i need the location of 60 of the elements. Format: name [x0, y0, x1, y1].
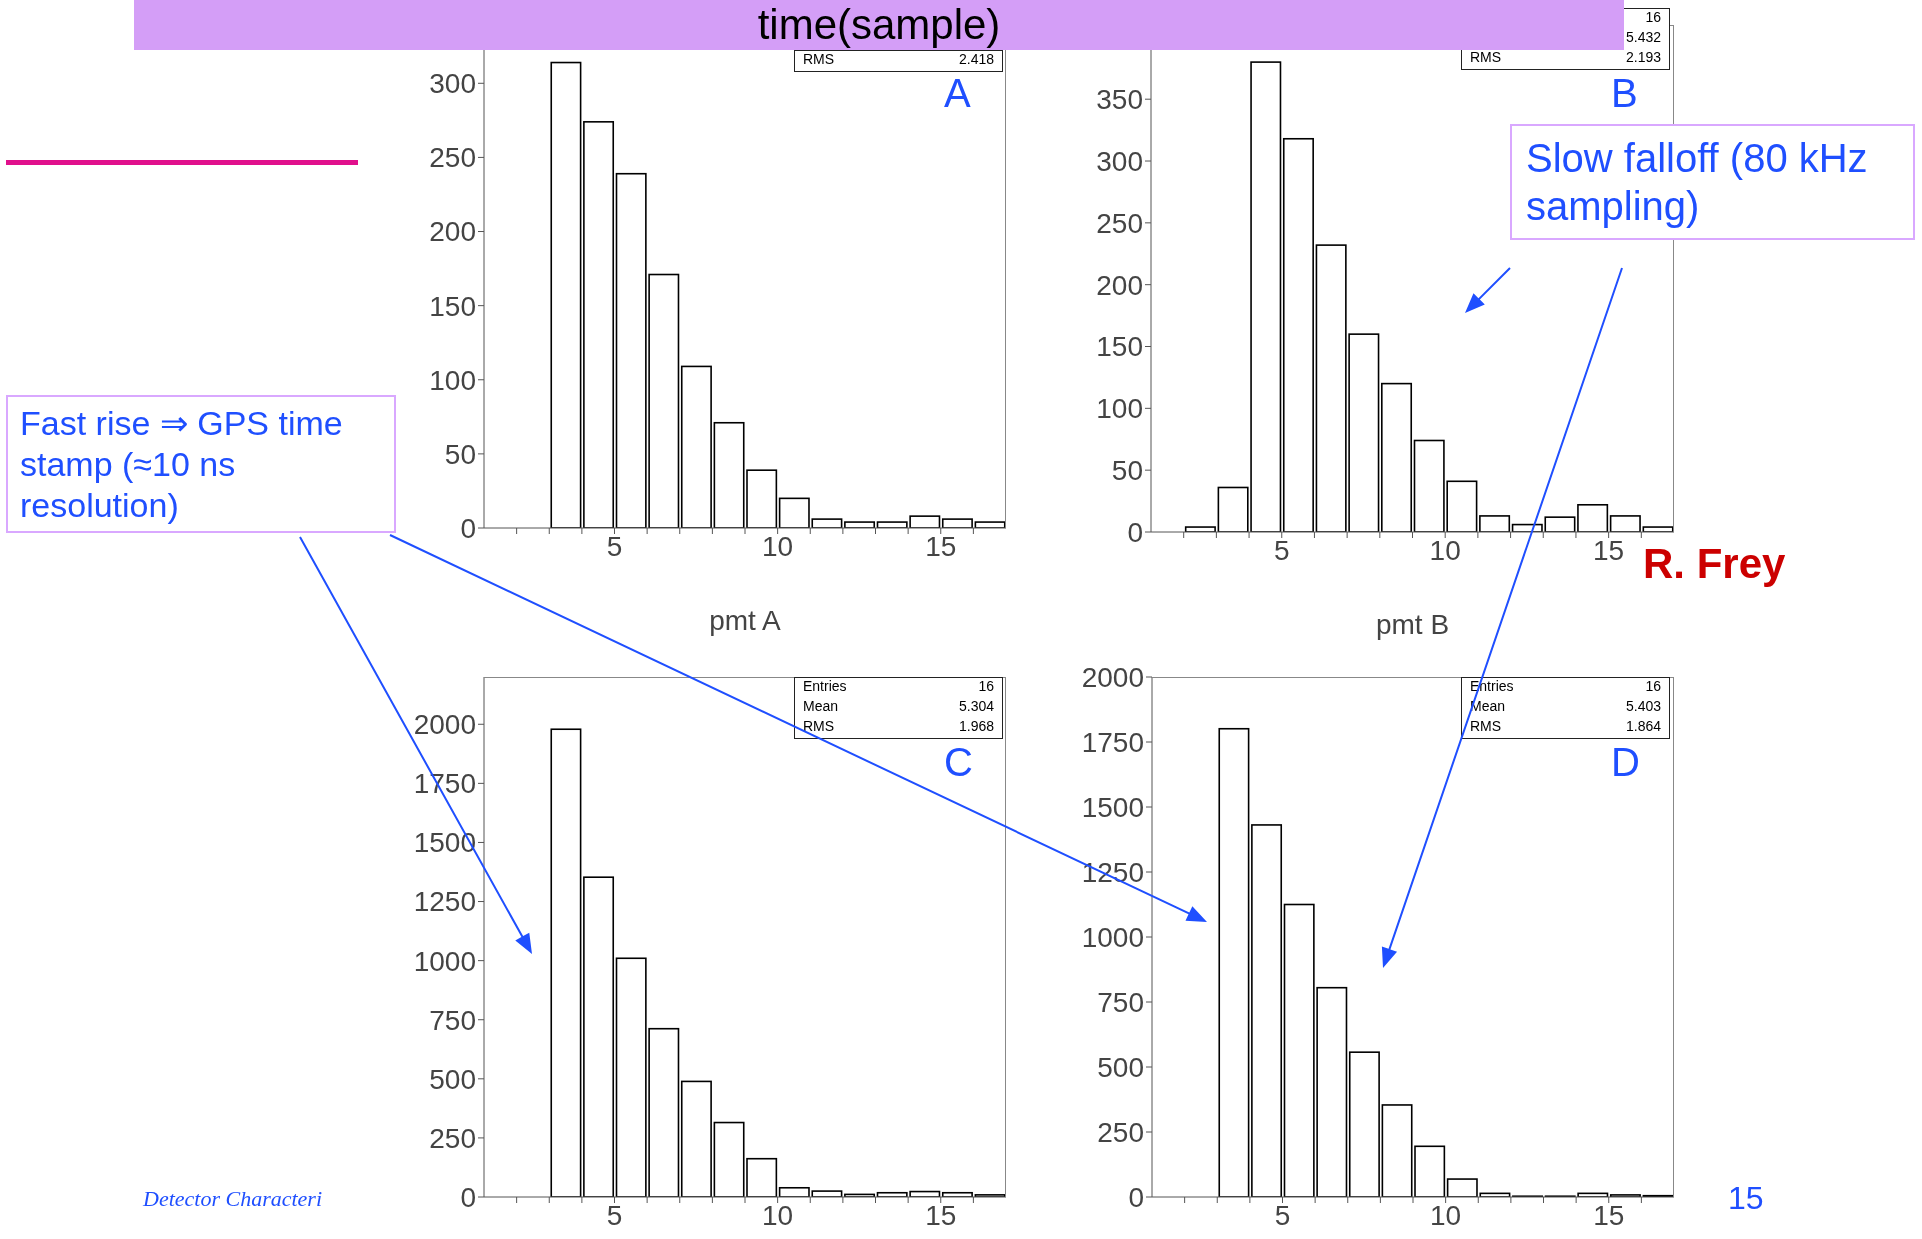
- y-tick-label: 500: [429, 1063, 476, 1095]
- y-tick-label: 350: [1096, 84, 1143, 116]
- x-tick-label: 10: [762, 1199, 794, 1231]
- y-tick-label: 500: [1097, 1051, 1144, 1083]
- x-tick-label: 15: [1593, 534, 1625, 566]
- y-tick-label: 1000: [1081, 921, 1144, 953]
- y-tick-label: 200: [429, 216, 476, 248]
- x-tick-label: 5: [606, 530, 623, 562]
- x-tick-label: 5: [1273, 534, 1290, 566]
- annotation: Slow falloff (80 kHz sampling): [1510, 124, 1915, 240]
- annotation: 16: [1645, 9, 1661, 27]
- y-tick-label: 300: [1096, 145, 1143, 177]
- y-tick-label: 750: [429, 1004, 476, 1036]
- y-tick-label: 1000: [413, 945, 476, 977]
- y-tick-label: 2000: [413, 709, 476, 741]
- y-tick-label: 2000: [1081, 661, 1144, 693]
- x-tick-label: 10: [1430, 1199, 1462, 1231]
- y-tick-label: 100: [429, 364, 476, 396]
- x-axis-title: pmt B: [1375, 609, 1450, 640]
- y-tick-label: 200: [1096, 269, 1143, 301]
- y-tick-label: 300: [429, 68, 476, 100]
- text: Detector Characteri: [143, 1186, 323, 1212]
- x-tick-label: 10: [762, 530, 794, 562]
- y-tick-label: 1500: [1081, 791, 1144, 823]
- x-tick-label: 15: [1593, 1199, 1625, 1231]
- y-tick-label: 250: [429, 142, 476, 174]
- text: RMS 1.864: [1470, 718, 1661, 734]
- y-tick-label: 750: [1097, 986, 1144, 1018]
- text: Entries 16: [803, 678, 994, 694]
- text: Fast rise ⇒ GPS time stamp (≈10 ns resolution): [6, 395, 396, 534]
- y-tick-label: 0: [460, 512, 476, 544]
- x-tick-label: 5: [606, 1199, 623, 1231]
- text: RMS 2.193: [1470, 49, 1661, 65]
- y-tick-label: 250: [1096, 207, 1143, 239]
- annotation: A: [944, 71, 971, 115]
- annotation: 5.432: [1625, 29, 1661, 47]
- y-tick-label: 150: [1096, 331, 1143, 363]
- y-tick-label: 0: [1128, 1181, 1144, 1213]
- x-axis-title: pmt A: [709, 605, 782, 636]
- annotation: D: [1611, 740, 1640, 784]
- y-tick-label: 0: [460, 1181, 476, 1213]
- x-tick-label: 5: [1274, 1199, 1291, 1231]
- y-tick-label: 150: [429, 290, 476, 322]
- y-tick-label: 250: [1097, 1116, 1144, 1148]
- x-tick-label: 10: [1429, 534, 1461, 566]
- y-tick-label: 1250: [413, 886, 476, 918]
- x-tick-label: 15: [925, 1199, 957, 1231]
- text: R. Frey: [1643, 540, 1786, 588]
- y-tick-label: 1750: [1081, 726, 1144, 758]
- y-tick-label: 50: [444, 438, 476, 470]
- y-tick-label: 0: [1127, 516, 1143, 548]
- text: RMS 1.968: [803, 718, 994, 734]
- x-tick-label: 15: [925, 530, 957, 562]
- annotation: C: [944, 740, 973, 784]
- y-tick-label: 250: [429, 1122, 476, 1154]
- y-tick-label: 100: [1096, 393, 1143, 425]
- text: Mean 5.304: [803, 698, 994, 714]
- annotation: B: [1611, 71, 1638, 115]
- text: RMS 2.418: [803, 51, 994, 67]
- y-tick-label: 50: [1111, 455, 1143, 487]
